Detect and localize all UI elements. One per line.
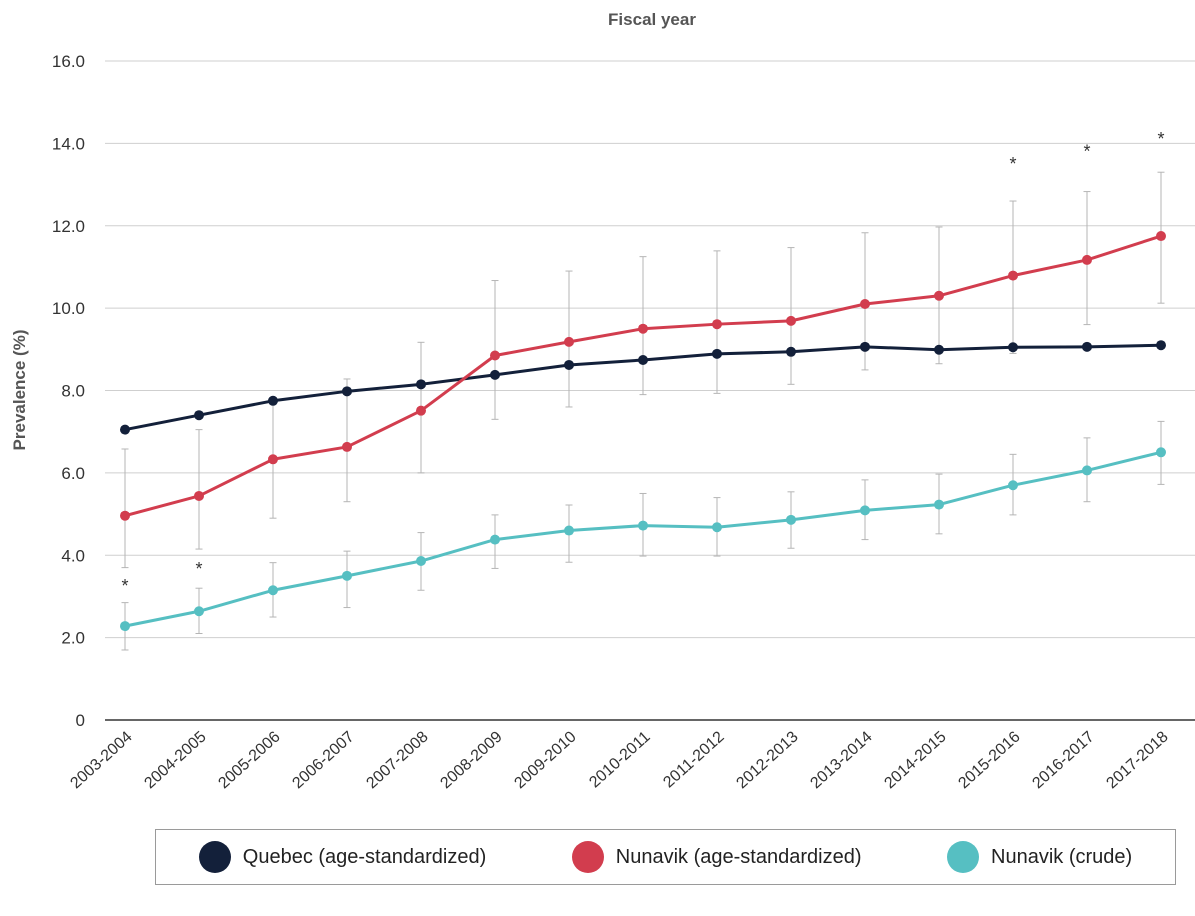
data-point[interactable] <box>416 405 426 416</box>
data-point[interactable] <box>490 350 500 361</box>
x-tick-label: 2003-2004 <box>67 728 135 792</box>
legend-swatch <box>571 841 604 873</box>
series-points <box>120 231 1166 632</box>
data-point[interactable] <box>934 499 944 510</box>
data-point[interactable] <box>564 359 574 370</box>
data-point[interactable] <box>268 395 278 406</box>
data-point[interactable] <box>120 621 130 632</box>
data-point[interactable] <box>638 355 648 366</box>
data-point[interactable] <box>120 510 130 521</box>
data-point[interactable] <box>194 410 204 421</box>
data-point[interactable] <box>490 534 500 545</box>
x-tick-label: 2017-2018 <box>1103 728 1171 792</box>
data-point[interactable] <box>564 525 574 536</box>
legend-item[interactable]: Nunavik (age-standardized) <box>571 841 862 873</box>
data-point[interactable] <box>1156 447 1166 458</box>
y-axis-title: Prevalence (%) <box>10 330 29 451</box>
x-tick-label: 2004-2005 <box>141 728 209 792</box>
y-axis-ticks: 0 2.0 4.0 6.0 8.0 10.0 12.0 14.0 16.0 <box>52 52 85 730</box>
error-bars <box>121 171 1165 651</box>
x-tick-label: 2005-2006 <box>215 728 283 792</box>
data-point[interactable] <box>712 319 722 330</box>
legend-swatch <box>198 841 231 873</box>
data-point[interactable] <box>1008 480 1018 491</box>
x-tick-label: 2007-2008 <box>363 728 431 792</box>
y-tick-label: 14.0 <box>52 134 85 153</box>
x-tick-label: 2009-2010 <box>511 728 579 792</box>
x-tick-label: 2016-2017 <box>1029 728 1097 792</box>
y-tick-label: 6.0 <box>61 464 85 483</box>
data-point[interactable] <box>860 341 870 352</box>
data-point[interactable] <box>564 336 574 347</box>
data-point[interactable] <box>934 344 944 355</box>
y-tick-label: 12.0 <box>52 217 85 236</box>
y-tick-label: 4.0 <box>61 546 85 565</box>
y-tick-label: 2.0 <box>61 629 85 648</box>
data-point[interactable] <box>1082 465 1092 476</box>
data-point[interactable] <box>712 348 722 359</box>
data-point[interactable] <box>1156 340 1166 351</box>
significance-marker: * <box>1083 142 1090 162</box>
significance-marker: * <box>195 559 202 579</box>
significance-marker: * <box>1009 154 1016 174</box>
chart-title: Fiscal year <box>608 10 696 29</box>
data-point[interactable] <box>786 514 796 525</box>
data-point[interactable] <box>490 369 500 380</box>
x-axis-ticks: 2003-2004 2004-2005 2005-2006 2006-2007 2007… <box>67 728 1171 792</box>
x-tick-label: 2015-2016 <box>955 728 1023 792</box>
x-tick-label: 2011-2012 <box>660 728 727 791</box>
data-point[interactable] <box>1008 342 1018 353</box>
legend-label: Nunavik (crude) <box>991 845 1133 868</box>
y-tick-label: 8.0 <box>61 382 85 401</box>
significance-marker: * <box>1157 129 1164 149</box>
x-tick-label: 2010-2011 <box>586 728 653 791</box>
legend-label: Nunavik (age-standardized) <box>615 845 862 868</box>
y-tick-label: 16.0 <box>52 52 85 71</box>
data-point[interactable] <box>1156 231 1166 242</box>
x-tick-label: 2006-2007 <box>289 728 357 792</box>
data-point[interactable] <box>712 522 722 533</box>
data-point[interactable] <box>194 490 204 501</box>
data-point[interactable] <box>268 454 278 465</box>
legend-item[interactable]: Nunavik (crude) <box>947 841 1132 873</box>
data-point[interactable] <box>860 299 870 310</box>
gridlines <box>105 60 1195 639</box>
data-point[interactable] <box>1082 254 1092 265</box>
significance-annotations: * * * * * <box>121 129 1164 596</box>
data-point[interactable] <box>342 386 352 397</box>
data-point[interactable] <box>638 520 648 531</box>
data-point[interactable] <box>860 505 870 516</box>
data-point[interactable] <box>342 441 352 452</box>
x-tick-label: 2014-2015 <box>881 728 949 792</box>
data-point[interactable] <box>1008 270 1018 281</box>
data-point[interactable] <box>268 585 278 596</box>
data-point[interactable] <box>786 315 796 326</box>
x-tick-label: 2013-2014 <box>807 728 875 792</box>
data-point[interactable] <box>416 556 426 567</box>
legend-label: Quebec (age-standardized) <box>242 845 487 868</box>
x-tick-label: 2012-2013 <box>733 728 801 792</box>
legend-item[interactable]: Quebec (age-standardized) <box>198 841 487 873</box>
x-tick-label: 2008-2009 <box>437 728 505 792</box>
significance-marker: * <box>121 576 128 596</box>
chart-legend: Quebec (age-standardized) Nunavik (age-st… <box>155 829 1176 885</box>
data-point[interactable] <box>342 570 352 581</box>
data-point[interactable] <box>120 424 130 435</box>
data-point[interactable] <box>194 606 204 617</box>
data-point[interactable] <box>934 290 944 301</box>
data-point[interactable] <box>1082 341 1092 352</box>
y-tick-label: 10.0 <box>52 299 85 318</box>
data-point[interactable] <box>638 323 648 334</box>
y-tick-label: 0 <box>76 711 85 730</box>
legend-swatch <box>947 841 980 873</box>
data-point[interactable] <box>786 346 796 357</box>
data-point[interactable] <box>416 379 426 390</box>
